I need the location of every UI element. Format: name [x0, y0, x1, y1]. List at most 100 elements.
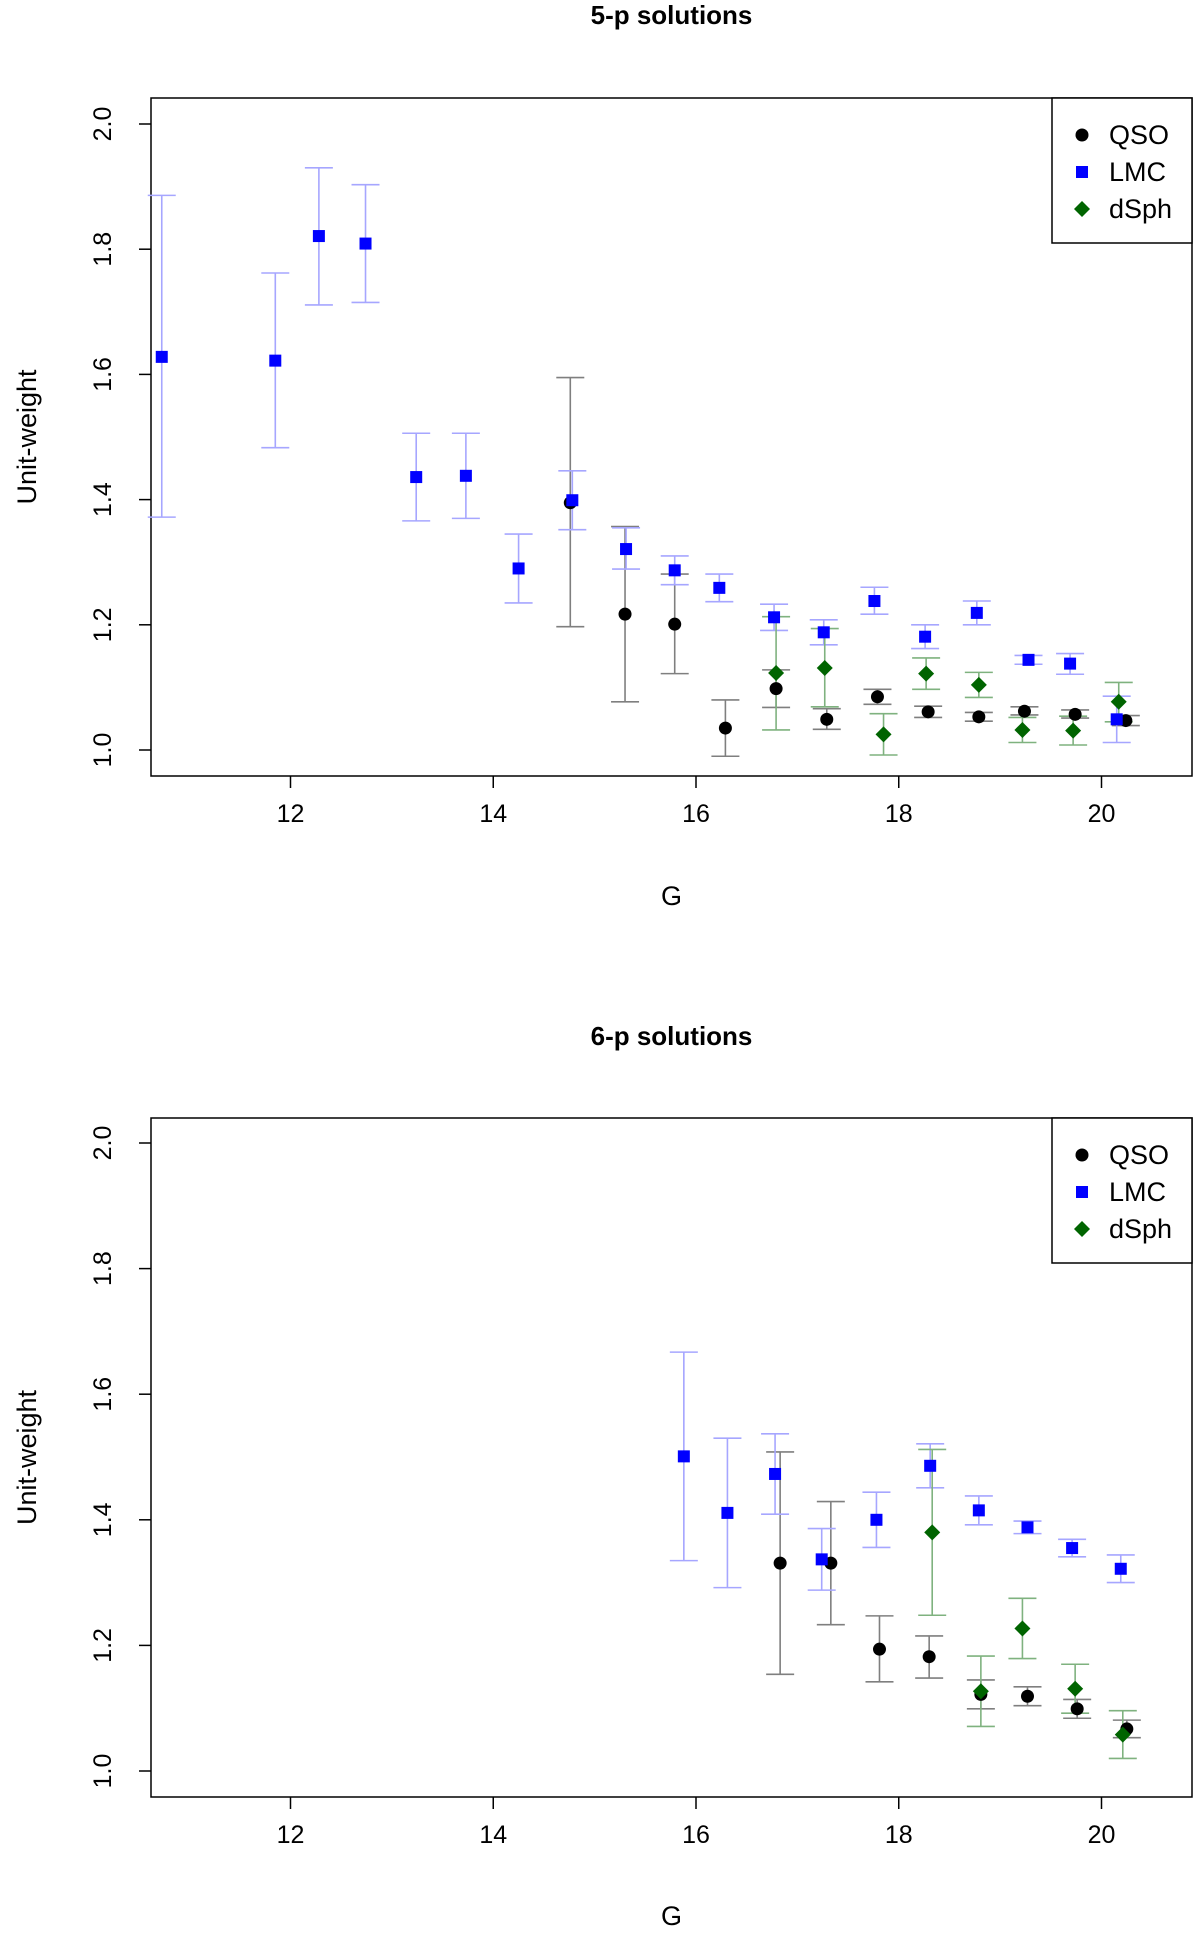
y-tick-label: 1.8 [89, 232, 117, 267]
data-point [1067, 1680, 1084, 1697]
data-point [312, 230, 325, 243]
data-point [1065, 722, 1082, 739]
data-point [620, 543, 633, 556]
data-point [768, 665, 785, 682]
data-point [410, 471, 423, 484]
y-tick-label: 2.0 [89, 107, 117, 142]
x-tick-label: 12 [277, 800, 305, 828]
y-tick-label: 1.6 [89, 1377, 117, 1412]
legend-marker-lmc [1076, 1186, 1088, 1198]
x-tick-label: 20 [1088, 1821, 1116, 1849]
x-tick-label: 18 [885, 1821, 913, 1849]
data-point [972, 1504, 985, 1517]
data-point [1017, 704, 1031, 718]
data-point [1022, 653, 1035, 666]
x-tick-label: 14 [479, 1821, 507, 1849]
data-point [970, 606, 983, 619]
data-point [868, 595, 881, 608]
y-axis-label: Unit-weight [12, 369, 42, 505]
series-dsph-points [768, 659, 1127, 743]
data-point [668, 564, 681, 577]
data-point [1066, 1542, 1079, 1555]
data-point [924, 1459, 937, 1472]
data-point [816, 659, 833, 676]
data-point [512, 562, 525, 575]
legend-marker-dsph [1074, 201, 1090, 217]
x-tick-label: 14 [479, 800, 507, 828]
series-lmc [669, 1351, 1135, 1591]
series-qso-points [563, 496, 1133, 735]
data-point [921, 705, 935, 719]
data-point [918, 665, 935, 682]
data-point [155, 350, 168, 363]
data-point [875, 726, 892, 743]
legend-marker-qso [1075, 128, 1089, 142]
legend-label-qso: QSO [1109, 1140, 1169, 1170]
data-point [970, 676, 987, 693]
data-point [1014, 721, 1031, 738]
data-point [721, 1506, 734, 1519]
data-point [820, 712, 834, 726]
data-point [817, 626, 830, 639]
data-point [872, 1642, 886, 1656]
legend: QSO LMC dSph [1051, 1117, 1193, 1264]
x-tick-label: 18 [885, 800, 913, 828]
legend-marker-lmc [1076, 166, 1088, 178]
series-dsph-points [924, 1524, 1131, 1743]
data-point [870, 690, 884, 704]
data-point [773, 1556, 787, 1570]
series-lmc [147, 167, 1131, 744]
data-point [1114, 1562, 1127, 1575]
y-tick-label: 1.4 [89, 1502, 117, 1537]
data-point [668, 617, 682, 631]
legend-label-dsph: dSph [1109, 1214, 1172, 1244]
data-point [870, 1513, 883, 1526]
data-point [1020, 1689, 1034, 1703]
x-tick-label: 16 [682, 800, 710, 828]
data-point [269, 354, 282, 367]
y-axis-label: Unit-weight [12, 1389, 42, 1525]
legend: QSO LMC dSph [1051, 97, 1193, 244]
y-tick-label: 2.0 [89, 1126, 117, 1161]
data-point [1014, 1620, 1031, 1637]
legend-marker-qso [1075, 1148, 1089, 1162]
y-tick-label: 1.4 [89, 482, 117, 517]
series-lmc-points [677, 1450, 1127, 1575]
legend-label-qso: QSO [1109, 120, 1169, 150]
data-point [566, 494, 579, 507]
data-point [359, 237, 372, 250]
data-point [1070, 1702, 1084, 1716]
data-point [1068, 707, 1082, 721]
data-point [919, 630, 932, 643]
data-point [718, 721, 732, 735]
y-tick-label: 1.6 [89, 357, 117, 392]
chart-panel-2: 6-p solutions 12 14 16 18 20 1.0 1.2 1.4 1.6 1.8 2.… [12, 1021, 1193, 1931]
data-point [769, 682, 783, 696]
data-point [1110, 693, 1127, 710]
chart-title: 6-p solutions [591, 1021, 753, 1051]
legend-box [1051, 97, 1193, 244]
series-qso [556, 376, 1140, 758]
data-point [713, 581, 726, 594]
y-tick-label: 1.0 [89, 1754, 117, 1789]
x-tick-label: 12 [277, 1821, 305, 1849]
data-point [922, 1650, 936, 1664]
data-point [459, 469, 472, 482]
x-axis-label: G [661, 1901, 682, 1931]
data-point [815, 1553, 828, 1566]
series-lmc-points [155, 230, 1123, 726]
data-point [677, 1450, 690, 1463]
data-point [972, 710, 986, 724]
data-point [768, 611, 781, 624]
plot-frame [150, 1117, 1193, 1798]
y-tick-label: 1.2 [89, 607, 117, 642]
data-point [1114, 1726, 1131, 1743]
plot-frame [150, 97, 1193, 777]
legend-label-lmc: LMC [1109, 1177, 1166, 1207]
legend-label-lmc: LMC [1109, 157, 1166, 187]
data-point [1064, 657, 1077, 670]
data-point [1110, 713, 1123, 726]
series-qso [766, 1451, 1141, 1739]
chart-panel-1: 5-p solutions 12 14 16 18 20 1.0 1.2 1.4 1.6 1.8 2.… [12, 0, 1193, 911]
